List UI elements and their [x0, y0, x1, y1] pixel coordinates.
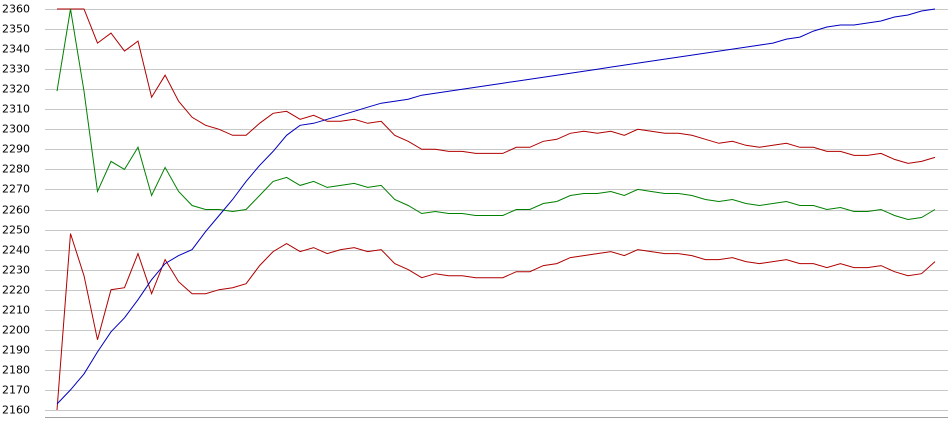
y-tick-label: 2230	[2, 264, 30, 277]
y-tick-label: 2270	[2, 183, 30, 196]
y-tick-label: 2160	[2, 404, 30, 417]
y-tick-label: 2290	[2, 143, 30, 156]
y-tick-label: 2240	[2, 244, 30, 257]
y-tick-label: 2190	[2, 344, 30, 357]
y-tick-label: 2220	[2, 284, 30, 297]
y-tick-label: 2260	[2, 204, 30, 217]
y-tick-label: 2320	[2, 83, 30, 96]
y-tick-label: 2250	[2, 224, 30, 237]
y-tick-label: 2200	[2, 324, 30, 337]
line-series	[56, 8, 936, 405]
line-series	[56, 233, 936, 411]
y-tick-label: 2330	[2, 63, 30, 76]
y-tick-label: 2280	[2, 163, 30, 176]
y-tick-label: 2180	[2, 364, 30, 377]
y-tick-label: 2300	[2, 123, 30, 136]
y-tick-label: 2210	[2, 304, 30, 317]
y-tick-label: 2350	[2, 23, 30, 36]
y-tick-label: 2360	[2, 3, 30, 16]
y-tick-label: 2170	[2, 384, 30, 397]
line-series	[57, 8, 936, 164]
y-tick-label: 2340	[2, 43, 30, 56]
line-series	[56, 8, 936, 221]
y-tick-label: 2310	[2, 103, 30, 116]
